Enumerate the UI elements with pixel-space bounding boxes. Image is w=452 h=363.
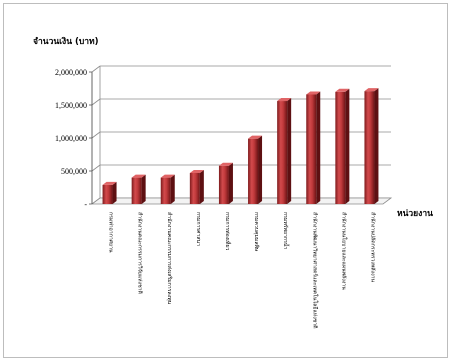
y-tick-label: - [84, 200, 87, 209]
bar [131, 174, 146, 204]
bar-side [170, 174, 175, 204]
bar-top [160, 174, 175, 178]
bar-top [248, 135, 263, 139]
bar [102, 181, 117, 204]
bar [335, 88, 350, 204]
bar-front [102, 184, 113, 204]
bar-front [189, 172, 200, 204]
x-tick-label: สำนักงานพัฒนาวิทยาศาสตร์และเทคโนโลยีแห่ง… [311, 212, 318, 329]
bar-top [131, 174, 146, 178]
bar [277, 98, 292, 204]
bar-front [131, 177, 142, 204]
bar-front [277, 101, 288, 204]
bar-top [306, 91, 321, 95]
bar-top [102, 181, 117, 185]
x-tick-label: กรมทรัพยากรน้ำ [282, 212, 290, 249]
bar-side [345, 88, 350, 204]
gridline-side [91, 98, 101, 106]
x-tick-label: กรมท่าอากาศยาน [108, 212, 114, 253]
y-tick-label: 500,000 [61, 167, 87, 176]
bars [102, 88, 379, 204]
bar-front [160, 177, 171, 204]
x-tick-label: สำนักงานปลัดกระทรวงพลังงาน [369, 212, 376, 283]
x-tick-labels: กรมท่าอากาศยาน สำนักงานคณะกรรมการวิจัยแห่… [108, 212, 377, 329]
bar-front [218, 165, 229, 204]
x-tick-label: สำนักงานคณะกรรมการส่งเสริมการลงทุน [166, 212, 173, 305]
bar [364, 88, 379, 204]
bar-front [306, 94, 317, 204]
bar-side [228, 162, 233, 204]
y-tick-label: 2,000,000 [55, 68, 87, 77]
x-tick-label: กรมควบคุมมลพิษ [253, 212, 260, 252]
bar-front [335, 91, 346, 204]
bar-side [112, 181, 117, 204]
x-tick-label: กรมการศาสนา [195, 212, 201, 246]
y-axis-title: จำนวนเงิน (บาท) [33, 36, 99, 47]
bar-top [189, 169, 204, 173]
bar [218, 162, 233, 204]
gridline-side [91, 131, 101, 139]
bar-side [287, 98, 292, 204]
bar-front [248, 138, 259, 204]
bar-side [141, 174, 146, 204]
gridline-side [91, 65, 101, 73]
x-axis-title: หน่วยงาน [397, 208, 433, 219]
bar-top [277, 98, 292, 102]
bar-side [316, 91, 321, 204]
x-tick-label: กรมการท่องเที่ยว [224, 212, 231, 250]
y-tick-label: 1,500,000 [55, 101, 87, 110]
bar-side [199, 169, 204, 204]
x-tick-label: สำนักงานคณะกรรมการวิจัยแห่งชาติ [137, 212, 144, 294]
bar [248, 135, 263, 204]
bar-side [374, 88, 379, 204]
bar [189, 169, 204, 204]
gridline-side [91, 164, 101, 172]
bar-side [258, 135, 263, 204]
x-tick-label: สำนักงานนโยบายและแผนพลังงาน [340, 212, 347, 290]
bar [306, 91, 321, 204]
y-tick-label: 1,000,000 [55, 134, 87, 143]
bar-top [335, 88, 350, 92]
bar-top [218, 162, 233, 166]
bar-front [364, 91, 375, 204]
bar [160, 174, 175, 204]
bar-top [364, 88, 379, 92]
